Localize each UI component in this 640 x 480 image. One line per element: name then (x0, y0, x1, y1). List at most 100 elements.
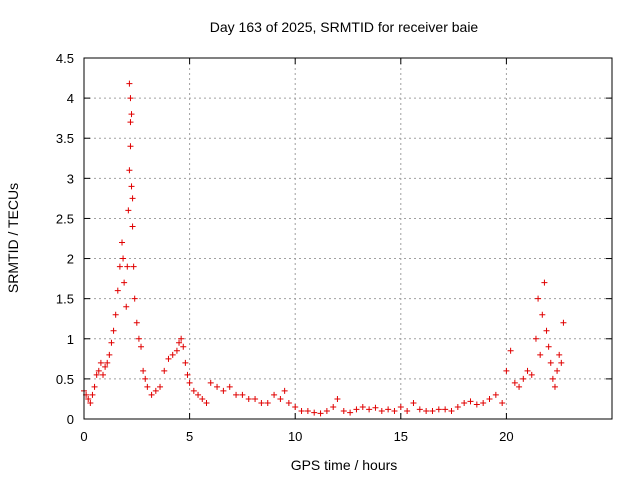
data-point (537, 351, 544, 358)
y-tick-label: 0 (67, 412, 74, 427)
data-point (532, 335, 539, 342)
data-point (112, 311, 119, 318)
data-point (442, 406, 449, 413)
data-point (372, 404, 379, 411)
data-point (264, 399, 271, 406)
data-point (104, 359, 111, 366)
data-point (110, 327, 117, 334)
data-point (135, 335, 142, 342)
data-point (184, 371, 191, 378)
data-point (140, 367, 147, 374)
data-point (85, 395, 92, 402)
data-point (245, 395, 252, 402)
data-point (353, 406, 360, 413)
data-point (454, 403, 461, 410)
data-point (560, 319, 567, 326)
y-tick-label: 1.5 (56, 292, 74, 307)
data-point (486, 395, 493, 402)
y-tick-label: 0.5 (56, 372, 74, 387)
data-point (123, 303, 130, 310)
data-point (91, 383, 98, 390)
y-tick-label: 2 (67, 252, 74, 267)
data-point (128, 111, 135, 118)
data-point (152, 387, 159, 394)
data-point (214, 383, 221, 390)
data-point (138, 343, 145, 350)
data-point (144, 383, 151, 390)
data-point (190, 387, 197, 394)
data-point (492, 391, 499, 398)
data-point (277, 395, 284, 402)
data-point (524, 367, 531, 374)
x-axis-ticks: 0 5 10 15 20 (80, 58, 514, 444)
data-point (176, 339, 183, 346)
data-point (129, 195, 136, 202)
data-point (404, 407, 411, 414)
data-point (285, 399, 292, 406)
data-point (173, 347, 180, 354)
data-point (549, 375, 556, 382)
data-point (423, 407, 430, 414)
data-point (161, 367, 168, 374)
data-point (507, 347, 514, 354)
data-points (81, 80, 567, 417)
data-point (480, 399, 487, 406)
data-point (416, 406, 423, 413)
y-tick-label: 3.5 (56, 131, 74, 146)
data-point (528, 371, 535, 378)
y-tick-label: 3 (67, 171, 74, 186)
data-point (252, 395, 259, 402)
x-tick-label: 10 (288, 429, 302, 444)
y-tick-label: 1 (67, 332, 74, 347)
data-point (473, 401, 480, 408)
data-point (199, 395, 206, 402)
data-point (347, 409, 354, 416)
y-tick-label: 4 (67, 91, 74, 106)
x-tick-label: 20 (499, 429, 513, 444)
y-axis-label: SRMTID / TECUs (5, 183, 21, 293)
data-point (461, 399, 468, 406)
data-point (467, 398, 474, 405)
data-point (556, 351, 563, 358)
data-point (126, 167, 133, 174)
data-point (330, 403, 337, 410)
data-point (157, 383, 164, 390)
x-tick-label: 5 (186, 429, 193, 444)
y-tick-label: 2.5 (56, 211, 74, 226)
data-point (516, 383, 523, 390)
x-axis-label: GPS time / hours (291, 457, 398, 473)
data-point (142, 375, 149, 382)
data-point (541, 279, 548, 286)
data-point (128, 183, 135, 190)
data-point (397, 403, 404, 410)
y-axis-ticks: 0 0.5 1 1.5 2 2.5 3 3.5 4 4.5 (56, 51, 612, 427)
data-point (391, 407, 398, 414)
data-point (148, 391, 155, 398)
data-point (127, 95, 134, 102)
data-point (180, 343, 187, 350)
data-point (551, 383, 558, 390)
data-point (435, 406, 442, 413)
data-point (93, 371, 100, 378)
data-point (304, 407, 311, 414)
data-point (121, 279, 128, 286)
data-point (499, 399, 506, 406)
data-point (520, 375, 527, 382)
data-point (195, 391, 202, 398)
data-point (133, 319, 140, 326)
data-point (547, 359, 554, 366)
data-point (558, 359, 565, 366)
data-point (119, 239, 126, 246)
data-point (511, 379, 518, 386)
data-point (271, 391, 278, 398)
data-point (311, 409, 318, 416)
data-point (127, 143, 134, 150)
data-point (130, 263, 137, 270)
data-point (233, 391, 240, 398)
data-point (220, 387, 227, 394)
data-point (114, 287, 121, 294)
data-point (124, 263, 131, 270)
data-point (385, 406, 392, 413)
data-point (131, 295, 138, 302)
data-point (410, 399, 417, 406)
